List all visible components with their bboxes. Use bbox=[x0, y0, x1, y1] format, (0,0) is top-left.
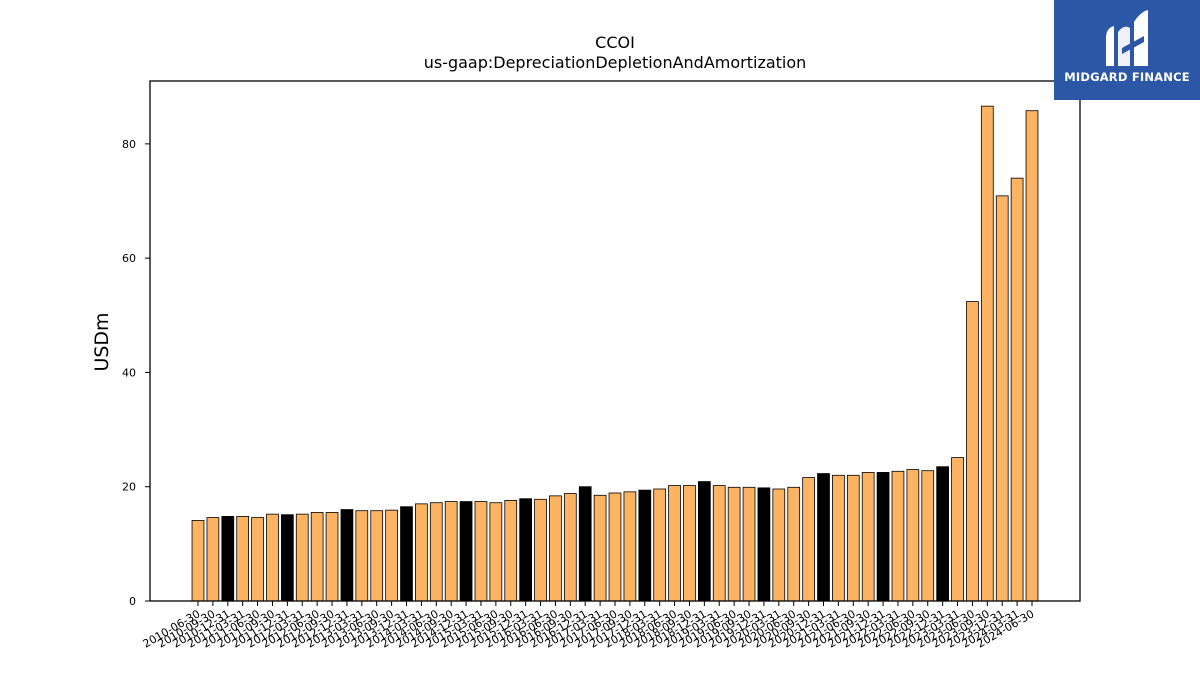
bar-2013-09-30 bbox=[385, 509, 398, 602]
bar-2013-06-30 bbox=[370, 510, 384, 602]
bar-2020-03-31 bbox=[772, 488, 786, 602]
brand-logo: MIDGARD FINANCE bbox=[1054, 0, 1200, 100]
bar-2018-09-30 bbox=[683, 485, 696, 602]
bar-2014-03-31 bbox=[415, 503, 428, 602]
bar-2018-06-30 bbox=[668, 485, 681, 602]
bar-2017-06-30 bbox=[608, 492, 622, 602]
bar-2019-06-30 bbox=[727, 486, 741, 602]
bar-2011-12-31 bbox=[280, 514, 294, 602]
bar-2020-12-31 bbox=[817, 473, 830, 602]
bar-2014-12-31 bbox=[459, 501, 473, 602]
bar-2022-12-31 bbox=[936, 466, 950, 602]
bar-2022-06-30 bbox=[906, 469, 920, 602]
bar-2021-09-30 bbox=[861, 472, 875, 602]
bar-2011-06-30 bbox=[251, 517, 264, 602]
bar-2023-06-30 bbox=[966, 301, 979, 602]
bar-2022-03-31 bbox=[891, 470, 905, 602]
bar-2023-09-30 bbox=[980, 105, 994, 602]
y-tick-label: 40 bbox=[122, 366, 136, 379]
bar-2019-12-31 bbox=[757, 487, 771, 602]
bar-2024-03-31 bbox=[1010, 177, 1024, 602]
bar-2014-06-30 bbox=[429, 502, 443, 602]
bar-2010-12-31 bbox=[221, 516, 235, 602]
bar-2014-09-30 bbox=[444, 501, 458, 602]
bars-layer bbox=[191, 105, 1039, 602]
bar-2020-09-30 bbox=[802, 477, 815, 602]
bar-2021-03-31 bbox=[832, 474, 845, 602]
bar-2012-09-30 bbox=[325, 512, 339, 602]
y-tick-label: 0 bbox=[129, 595, 136, 608]
bar-2022-09-30 bbox=[921, 470, 935, 602]
bar-2016-06-30 bbox=[549, 495, 562, 602]
bar-2015-03-31 bbox=[474, 501, 488, 602]
chart-subtitle: us-gaap:DepreciationDepletionAndAmortiza… bbox=[424, 53, 807, 72]
bar-2017-03-31 bbox=[593, 494, 607, 602]
bar-2016-12-31 bbox=[578, 486, 592, 602]
bar-2021-12-31 bbox=[876, 472, 890, 602]
y-tick-label: 20 bbox=[122, 481, 136, 494]
bar-2010-09-30 bbox=[206, 517, 220, 602]
plot-frame bbox=[149, 80, 1081, 602]
chart-title: CCOI bbox=[595, 33, 635, 52]
brand-name: MIDGARD FINANCE bbox=[1064, 70, 1190, 84]
bar-2019-03-31 bbox=[712, 485, 726, 602]
bar-2018-03-31 bbox=[653, 488, 667, 602]
bar-2016-03-31 bbox=[534, 498, 547, 602]
bar-2016-09-30 bbox=[563, 493, 577, 602]
bar-2011-03-31 bbox=[236, 516, 250, 602]
bar-2010-06-30 bbox=[191, 520, 205, 602]
bar-2015-12-31 bbox=[519, 498, 533, 602]
bar-2018-12-31 bbox=[698, 481, 711, 602]
bar-2013-12-31 bbox=[400, 506, 413, 602]
y-axis: 0 20 40 60 80 bbox=[122, 138, 150, 608]
y-axis-label: USDm bbox=[91, 312, 113, 371]
y-tick-label: 60 bbox=[122, 252, 136, 265]
bar-2017-12-31 bbox=[638, 489, 652, 602]
bar-2012-06-30 bbox=[310, 512, 324, 602]
bar-2012-12-31 bbox=[340, 509, 354, 602]
bar-2024-06-30 bbox=[1025, 110, 1039, 602]
bar-2019-09-30 bbox=[742, 486, 756, 602]
y-tick-label: 80 bbox=[122, 138, 136, 151]
bar-2021-06-30 bbox=[846, 474, 860, 602]
bar-2015-06-30 bbox=[489, 502, 503, 602]
bar-2013-03-31 bbox=[355, 510, 369, 602]
bar-2015-09-30 bbox=[504, 500, 518, 602]
bar-2023-12-31 bbox=[995, 195, 1009, 602]
bar-2011-09-30 bbox=[266, 513, 279, 602]
x-axis: 2010-06-302010-09-302010-12-312011-03-31… bbox=[141, 601, 1037, 651]
bar-2023-03-31 bbox=[951, 457, 964, 602]
bar-2020-06-30 bbox=[787, 486, 801, 602]
bar-2017-09-30 bbox=[623, 491, 637, 602]
mf-monogram-icon bbox=[1106, 10, 1148, 67]
bar-2012-03-31 bbox=[295, 513, 309, 602]
